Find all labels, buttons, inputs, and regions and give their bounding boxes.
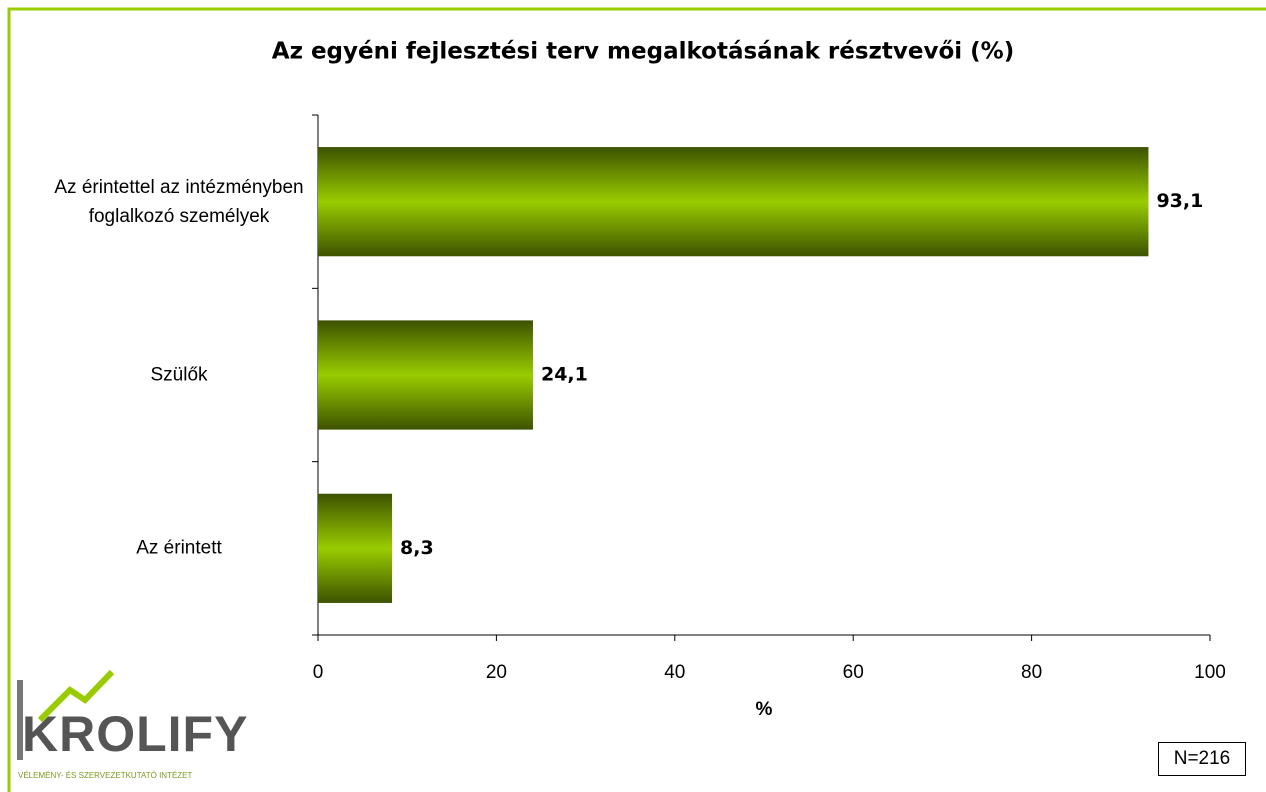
chart-title: Az egyéni fejlesztési terv megalkotásána… [272,39,1014,65]
x-tick-label: 40 [664,662,685,683]
logo: KROLIFY VÉLEMÉNY- ÉS SZERVEZETKUTATÓ INT… [17,669,248,780]
logo-name: KROLIFY [22,706,248,762]
bar [318,147,1149,257]
value-label: 8,3 [400,537,434,559]
value-label: 24,1 [541,364,588,386]
value-label: 93,1 [1156,190,1203,212]
bar [318,493,393,603]
logo-tagline: VÉLEMÉNY- ÉS SZERVEZETKUTATÓ INTÉZET [18,771,193,780]
x-tick-label: 100 [1194,662,1226,683]
category-label: Az érintett [136,537,222,559]
x-tick-label: 60 [843,662,864,683]
category-label: Az érintettel az intézményben foglalkozó… [54,176,304,227]
page-border [7,7,1266,792]
x-tick-label: 80 [1021,662,1042,683]
x-tick-label: 20 [486,662,507,683]
sample-size: N=216 [1158,742,1246,776]
x-tick-label: 0 [313,662,324,683]
x-axis-label: % [756,699,773,720]
bar [318,320,533,430]
category-label: Szülők [150,364,208,386]
